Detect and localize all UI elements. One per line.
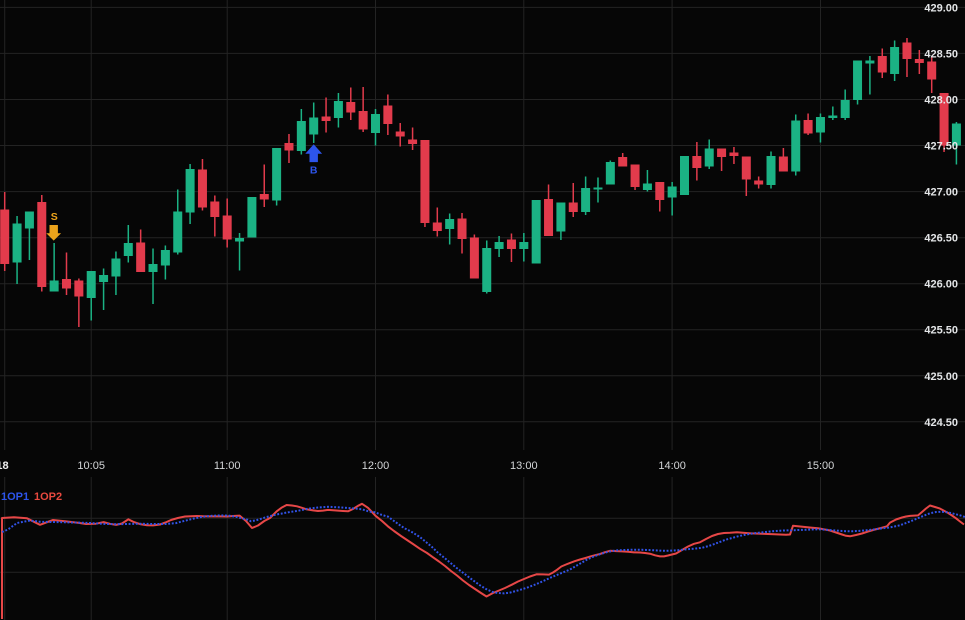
- svg-text:B: B: [310, 165, 318, 177]
- svg-text:S: S: [51, 211, 58, 223]
- svg-text:15:00: 15:00: [807, 460, 835, 472]
- svg-text:13:00: 13:00: [510, 460, 538, 472]
- svg-text:426.00: 426.00: [924, 279, 958, 291]
- svg-text:424.50: 424.50: [924, 417, 958, 429]
- svg-text:426.50: 426.50: [924, 233, 958, 245]
- svg-text:1OP1: 1OP1: [1, 491, 29, 503]
- svg-text:427.00: 427.00: [924, 187, 958, 199]
- svg-text:18: 18: [0, 460, 9, 472]
- svg-text:427.50: 427.50: [924, 141, 958, 153]
- svg-text:1OP2: 1OP2: [34, 491, 62, 503]
- svg-text:429.00: 429.00: [924, 2, 958, 14]
- svg-text:11:00: 11:00: [214, 460, 241, 472]
- svg-text:428.00: 428.00: [924, 95, 958, 107]
- svg-text:10:05: 10:05: [77, 460, 105, 472]
- svg-text:428.50: 428.50: [924, 48, 958, 60]
- svg-text:12:00: 12:00: [362, 460, 390, 472]
- svg-text:425.00: 425.00: [924, 371, 958, 383]
- svg-text:14:00: 14:00: [658, 460, 686, 472]
- svg-text:425.50: 425.50: [924, 325, 958, 337]
